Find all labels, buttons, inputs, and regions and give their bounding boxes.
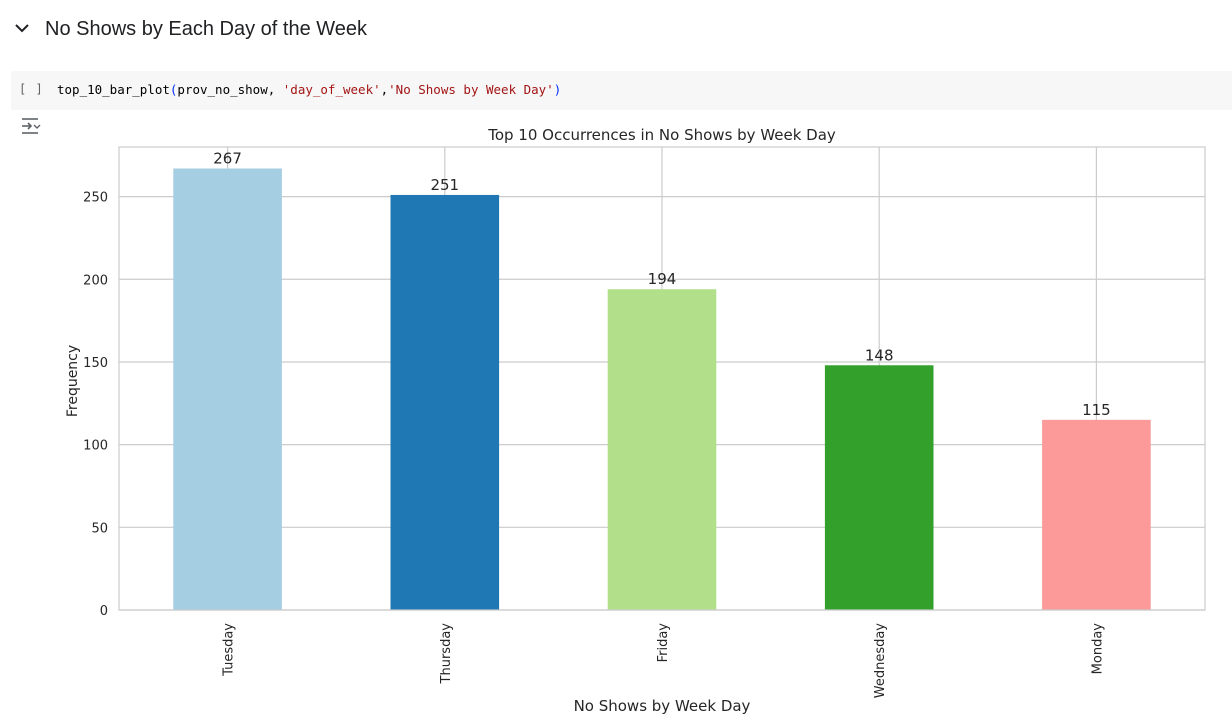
bar-monday <box>1042 419 1151 610</box>
run-cell-button[interactable]: [ ] <box>19 82 44 96</box>
bar-value-labels: 267 251 194 148 115 <box>213 149 1110 418</box>
bar-wednesday <box>824 365 934 610</box>
bar-value-label: 251 <box>430 176 459 194</box>
x-tick-label: Tuesday <box>222 623 237 677</box>
x-tick-label: Monday <box>1090 623 1105 675</box>
bar-value-label: 115 <box>1082 401 1111 419</box>
y-tick-labels: 0 50 100 150 200 250 <box>83 191 108 619</box>
bars <box>173 168 1151 611</box>
y-tick-label: 100 <box>83 439 108 454</box>
bar-tuesday <box>173 168 282 610</box>
code-close-paren: ) <box>553 82 562 97</box>
bar-thursday <box>390 194 500 611</box>
code-function-name: top_10_bar_plot <box>57 82 170 97</box>
code-separator: , <box>380 82 389 97</box>
y-tick-label: 250 <box>83 191 108 206</box>
x-axis-label: No Shows by Week Day <box>574 697 751 715</box>
x-tick-labels: Tuesday Thursday Friday Wednesday Monday <box>222 623 1106 699</box>
code-line[interactable]: top_10_bar_plot(prov_no_show, 'day_of_we… <box>57 82 561 97</box>
chart-title: Top 10 Occurrences in No Shows by Week D… <box>487 126 836 144</box>
bar-value-label: 194 <box>648 270 677 288</box>
x-tick-label: Wednesday <box>873 623 888 699</box>
y-tick-label: 0 <box>100 604 108 619</box>
bar-value-label: 148 <box>865 346 894 364</box>
output-settings-icon[interactable] <box>20 116 42 138</box>
section-title: No Shows by Each Day of the Week <box>45 18 368 40</box>
bar-value-label: 267 <box>213 149 242 167</box>
x-tick-label: Thursday <box>439 623 454 685</box>
code-arg-title: 'No Shows by Week Day' <box>388 82 554 97</box>
code-cell[interactable]: [ ] top_10_bar_plot(prov_no_show, 'day_o… <box>11 71 1232 110</box>
x-tick-label: Friday <box>656 623 671 663</box>
y-tick-label: 200 <box>83 273 108 288</box>
y-tick-label: 150 <box>83 356 108 371</box>
y-axis-label: Frequency <box>65 345 81 417</box>
chevron-down-icon[interactable] <box>12 18 32 38</box>
section-header: No Shows by Each Day of the Week <box>0 0 1232 60</box>
code-open-paren: ( <box>169 82 178 97</box>
bar-friday <box>607 289 717 610</box>
code-arg-variable: prov_no_show, <box>177 82 283 97</box>
plot-area <box>118 146 1206 611</box>
code-arg-column: 'day_of_week' <box>282 82 381 97</box>
y-tick-label: 50 <box>91 521 108 536</box>
